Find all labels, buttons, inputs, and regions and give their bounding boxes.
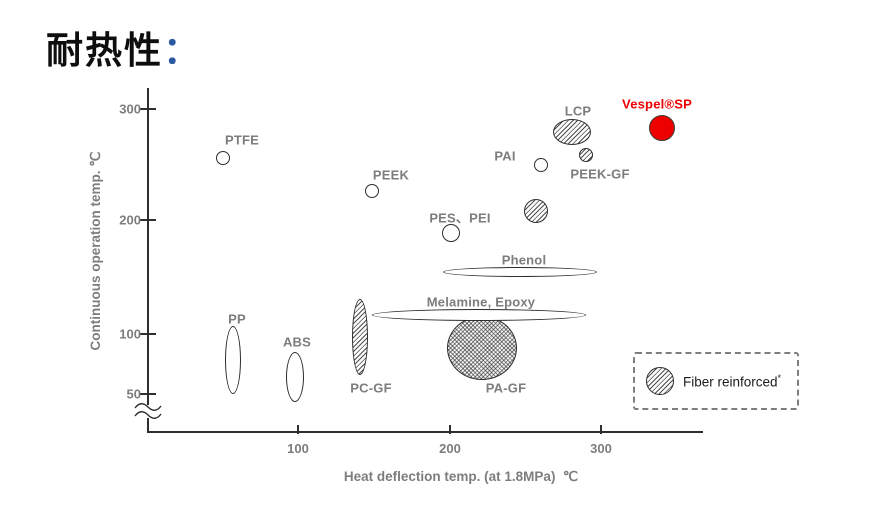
pp-shape (225, 326, 241, 394)
abs-label: ABS (282, 334, 312, 350)
fiber-dot-shape (524, 199, 548, 223)
melamine-epoxy-label: Melamine, Epoxy (426, 294, 536, 310)
pa-gf-label: PA-GF (485, 380, 527, 396)
pc-gf-shape (352, 299, 368, 375)
legend-footnote-mark: * (777, 372, 782, 383)
abs-shape (286, 352, 304, 402)
peek-gf-label: PEEK-GF (570, 166, 630, 182)
fiber-reinforced-swatch-icon (646, 367, 674, 395)
pp-label: PP (228, 311, 246, 327)
y-tick-100 (140, 333, 156, 335)
vespel-sp-label: Vespel®SP (622, 96, 692, 112)
y-tick-50 (140, 393, 156, 395)
y-axis-title: Continuous operation temp. ℃ (88, 151, 103, 351)
page-title: 耐热性： (46, 20, 202, 74)
pa-gf-shape (447, 316, 517, 380)
x-tick-label-200: 200 (439, 441, 461, 456)
vespel-sp-shape (649, 115, 675, 141)
pes-pei-label: PES、PEI (429, 210, 491, 226)
peek-label: PEEK (372, 167, 410, 183)
lcp-shape (553, 119, 591, 145)
pai-label: PAI (494, 148, 516, 164)
pes-pei-shape (442, 224, 460, 242)
peek-gf-shape (579, 148, 593, 162)
x-axis-title: Heat deflection temp. (at 1.8MPa) ℃ (343, 469, 579, 484)
ptfe-shape (216, 151, 230, 165)
legend-label-text: Fiber reinforced (683, 374, 778, 390)
x-tick-label-300: 300 (590, 441, 612, 456)
lcp-label: LCP (564, 103, 592, 119)
page-title-text: 耐热性 (46, 30, 163, 71)
y-tick-label-200: 200 (119, 212, 141, 228)
melamine-epoxy-shape (372, 309, 586, 321)
x-tick-200 (449, 425, 451, 434)
peek-shape (365, 184, 379, 198)
x-axis-line (147, 431, 703, 433)
y-tick-300 (140, 108, 156, 110)
pc-gf-label: PC-GF (350, 380, 392, 396)
x-tick-label-100: 100 (287, 441, 309, 456)
legend-label: Fiber reinforced* (683, 373, 781, 390)
y-axis-line (147, 88, 149, 405)
pai-shape (534, 158, 548, 172)
y-tick-label-300: 300 (119, 101, 141, 117)
page-title-colon: ： (163, 30, 202, 71)
x-tick-100 (297, 425, 299, 434)
phenol-shape (443, 267, 597, 277)
y-axis-break-icon (134, 403, 162, 419)
y-axis-line-lower (147, 418, 149, 432)
y-tick-200 (140, 219, 156, 221)
x-tick-300 (600, 425, 602, 434)
ptfe-label: PTFE (224, 132, 260, 148)
y-tick-label-100: 100 (119, 326, 141, 342)
y-tick-label-50: 50 (126, 386, 141, 402)
phenol-label: Phenol (501, 252, 547, 268)
legend-fiber-reinforced: Fiber reinforced* (633, 352, 799, 410)
